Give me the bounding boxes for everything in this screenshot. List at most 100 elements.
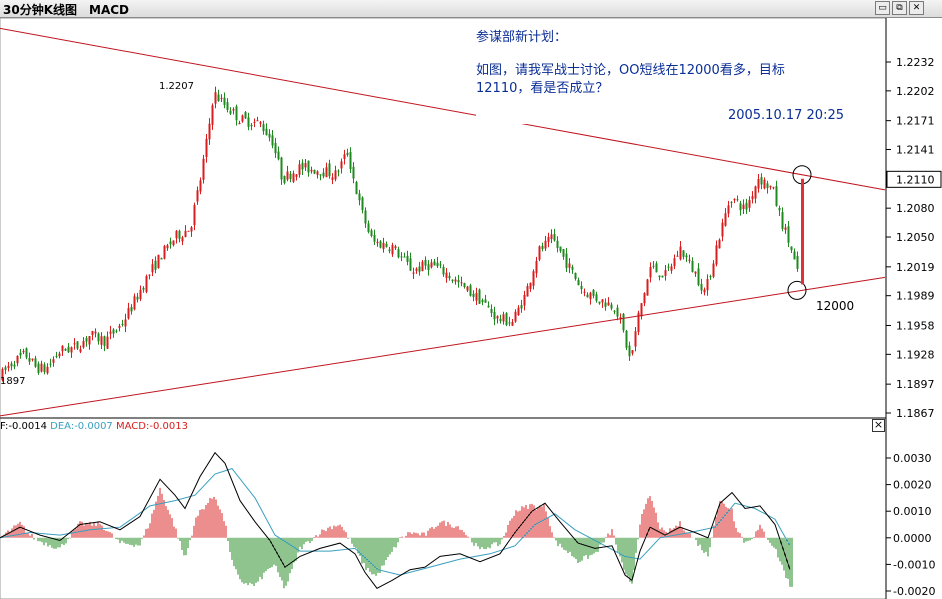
- candle-up: [325, 167, 328, 178]
- candle-up: [673, 258, 676, 267]
- candle-up: [70, 347, 73, 353]
- restore-button[interactable]: ⧉: [892, 1, 907, 15]
- price-tick-label: 1.1989: [896, 290, 935, 303]
- candle-down: [556, 240, 559, 249]
- candle-down: [385, 243, 388, 247]
- close-button[interactable]: ✕: [909, 1, 924, 15]
- candle-up: [199, 180, 202, 192]
- peak-price-label: 1.2207: [159, 81, 194, 92]
- candle-down: [10, 363, 13, 367]
- candle-down: [499, 318, 502, 322]
- candle-up: [607, 302, 610, 306]
- candle-down: [586, 294, 589, 298]
- candle-up: [220, 97, 223, 99]
- candle-up: [31, 358, 34, 360]
- candle-up: [304, 163, 307, 168]
- candle-down: [487, 305, 490, 308]
- candle-up: [757, 178, 760, 189]
- candle-down: [406, 255, 409, 262]
- candle-up: [466, 286, 469, 291]
- candle-down: [223, 97, 226, 105]
- candle-up: [721, 222, 724, 237]
- candle-up: [61, 345, 64, 352]
- candle-up: [73, 343, 76, 345]
- candle-up: [46, 366, 49, 374]
- candle-up: [232, 109, 235, 111]
- candle-up: [394, 246, 397, 249]
- candle-down: [154, 260, 157, 270]
- candle-down: [424, 259, 427, 266]
- candle-down: [244, 112, 247, 119]
- candle-down: [622, 313, 625, 331]
- candle-up: [190, 227, 193, 232]
- candle-down: [592, 289, 595, 296]
- dea-line: [0, 468, 791, 576]
- candle-up: [772, 187, 775, 189]
- note-timestamp: 2005.10.17 20:25: [727, 108, 844, 123]
- macd-legend-dea: DEA:-0.0007: [50, 421, 113, 432]
- note-body-line2: 12110，看是否成立？: [476, 81, 609, 96]
- candle-down: [469, 285, 472, 296]
- candle-up: [184, 230, 187, 237]
- candle-down: [796, 255, 799, 269]
- candle-down: [217, 94, 220, 102]
- candle-up: [514, 311, 517, 322]
- support-trendline: [0, 276, 886, 417]
- candle-down: [379, 241, 382, 248]
- minimize-button[interactable]: ▭: [875, 1, 890, 15]
- price-tick-label: 1.1958: [896, 319, 935, 332]
- candle-up: [139, 289, 142, 300]
- price-tick-label: 1.2110: [896, 173, 935, 186]
- candle-down: [427, 264, 430, 270]
- current-price-box: [886, 170, 942, 188]
- candle-down: [562, 249, 565, 257]
- candle-down: [247, 117, 250, 127]
- candle-down: [787, 226, 790, 243]
- candle-up: [40, 363, 43, 372]
- candle-up: [634, 331, 637, 347]
- candle-down: [136, 296, 139, 300]
- candle-up: [91, 331, 94, 336]
- candle-down: [130, 306, 133, 312]
- candle-down: [682, 250, 685, 257]
- macd-tick-label: 0.0030: [893, 452, 932, 465]
- candle-down: [598, 301, 601, 304]
- candle-down: [661, 275, 664, 278]
- candle-up: [637, 312, 640, 333]
- candle-up: [676, 255, 679, 257]
- candle-down: [409, 258, 412, 271]
- candle-up: [214, 92, 217, 104]
- candle-down: [574, 272, 577, 279]
- candle-up: [157, 254, 160, 269]
- candlesticks: [1, 86, 799, 382]
- candle-up: [532, 271, 535, 286]
- price-tick-label: 1.2202: [896, 85, 935, 98]
- candle-down: [367, 223, 370, 232]
- candle-down: [250, 124, 253, 127]
- candle-down: [358, 193, 361, 201]
- candle-up: [151, 264, 154, 273]
- candle-up: [664, 270, 667, 276]
- candle-down: [493, 312, 496, 320]
- candle-down: [76, 341, 79, 349]
- candle-up: [496, 316, 499, 319]
- candle-down: [655, 263, 658, 273]
- candle-up: [343, 154, 346, 159]
- candle-down: [793, 251, 796, 260]
- candle-down: [328, 163, 331, 177]
- macd-close-icon[interactable]: ×: [872, 418, 885, 432]
- candle-up: [751, 196, 754, 200]
- candle-down: [319, 174, 322, 176]
- candle-up: [688, 259, 691, 261]
- candle-up: [82, 341, 85, 348]
- price-tick-label: 1.2141: [896, 144, 935, 157]
- candle-down: [553, 233, 556, 241]
- window-title: 30分钟K线图 MACD: [3, 3, 129, 17]
- candle-up: [601, 299, 604, 303]
- candle-up: [391, 245, 394, 255]
- resistance-trendline: [0, 27, 886, 191]
- candle-up: [298, 164, 301, 175]
- candle-down: [235, 106, 238, 121]
- candle-down: [43, 364, 46, 372]
- candle-up: [340, 161, 343, 169]
